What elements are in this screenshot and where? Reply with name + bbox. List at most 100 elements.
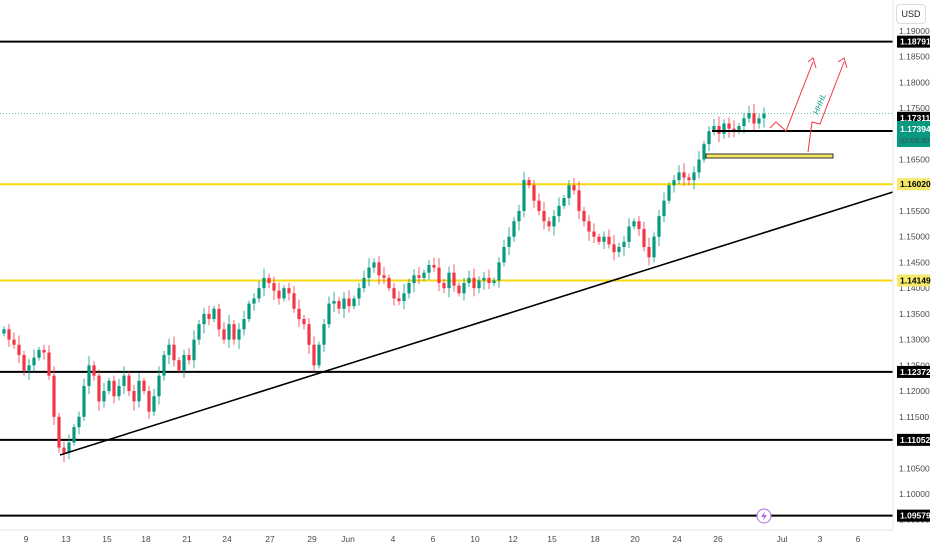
candle: [512, 217, 516, 242]
price-tick-label: 1.13000: [899, 335, 930, 345]
candle: [732, 120, 736, 138]
candle: [347, 290, 351, 313]
level-tag-label: 1.16020: [900, 179, 931, 189]
candle: [217, 303, 221, 337]
candle: [232, 320, 236, 345]
candle: [182, 349, 186, 378]
candle: [147, 385, 151, 419]
time-label: 26: [713, 534, 723, 544]
candle: [432, 257, 436, 272]
time-label: 21: [182, 534, 192, 544]
lightning-icon[interactable]: [756, 508, 772, 524]
candle: [92, 361, 96, 381]
level-tag-label: 1.17311: [900, 113, 931, 123]
candle: [487, 269, 491, 290]
candle: [157, 366, 161, 405]
candle: [252, 293, 256, 311]
candle: [587, 215, 591, 241]
price-tick-label: 1.15500: [899, 206, 930, 216]
candle: [697, 151, 701, 179]
candle: [662, 192, 666, 223]
candle: [452, 264, 456, 292]
level-tag-label: 1.11052: [900, 435, 931, 445]
time-label: 24: [222, 534, 232, 544]
candle: [287, 283, 291, 301]
price-tick-label: 1.12000: [899, 386, 930, 396]
candle: [477, 276, 481, 294]
currency-button[interactable]: USD: [896, 4, 926, 24]
candle: [392, 283, 396, 306]
candle: [647, 237, 651, 266]
time-label: Jun: [341, 534, 355, 544]
time-axis[interactable]: 9 13 15 18 21 24 27 29 Jun 4 6 10 12 15 18 20 24 26 Jul 3 6: [24, 534, 861, 544]
candle: [552, 209, 556, 236]
candle: [567, 180, 571, 206]
candle: [327, 296, 331, 329]
price-tick-label: 1.11500: [899, 412, 929, 422]
candle: [77, 411, 81, 435]
candle: [382, 267, 386, 285]
candle: [757, 114, 761, 129]
candle: [112, 375, 116, 404]
candle: [257, 280, 261, 303]
time-label: 18: [590, 534, 600, 544]
candle: [132, 384, 136, 411]
candle: [672, 174, 676, 193]
candle: [447, 266, 451, 298]
last-price-value: 1.17394: [900, 124, 931, 134]
candle: [262, 268, 266, 297]
trendline[interactable]: [59, 191, 894, 456]
time-label: 13: [61, 534, 71, 544]
candle: [377, 256, 381, 285]
time-label: 6: [431, 534, 436, 544]
time-label: 24: [672, 534, 682, 544]
candle: [637, 216, 641, 237]
last-price-tag: 1.17394 02:09:30: [897, 121, 931, 147]
candle: [607, 229, 611, 249]
candle: [337, 296, 341, 314]
candle: [102, 382, 106, 408]
level-tag-2: 1.16020: [897, 178, 931, 191]
time-label: Jul: [777, 534, 788, 544]
candle: [322, 319, 326, 352]
candle: [307, 318, 311, 355]
candle: [657, 209, 661, 246]
candle: [522, 171, 526, 218]
projection-arrow-1[interactable]: [769, 61, 814, 132]
candle: [292, 286, 296, 313]
candle: [152, 389, 156, 416]
candle: [652, 232, 656, 263]
level-tag-0: 1.18791: [897, 35, 931, 48]
projection-arrow-2[interactable]: [807, 61, 845, 153]
candle: [592, 223, 596, 243]
candle: [727, 117, 731, 138]
price-tick-label: 1.13500: [899, 309, 930, 319]
candle: [602, 231, 606, 250]
candle: [362, 270, 366, 293]
candle: [197, 320, 201, 345]
candle: [482, 271, 486, 290]
candle: [302, 314, 306, 330]
candle: [397, 291, 401, 306]
candle: [407, 278, 411, 299]
level-tag-1: 1.17311: [897, 111, 931, 124]
candle: [187, 347, 191, 365]
candle: [687, 173, 691, 186]
arrowhead-1: [807, 57, 817, 69]
candle: [462, 277, 466, 301]
candle: [212, 305, 216, 323]
candle: [167, 338, 171, 365]
candle: [692, 166, 696, 190]
candle: [722, 119, 726, 139]
level-tag-5: 1.11052: [897, 433, 931, 446]
candle: [367, 258, 371, 287]
consolidation-box[interactable]: [705, 153, 834, 159]
candle: [572, 178, 576, 195]
candle: [57, 412, 61, 453]
candle: [42, 344, 46, 360]
candle: [342, 292, 346, 318]
time-label: 6: [856, 534, 861, 544]
candle: [47, 345, 51, 380]
